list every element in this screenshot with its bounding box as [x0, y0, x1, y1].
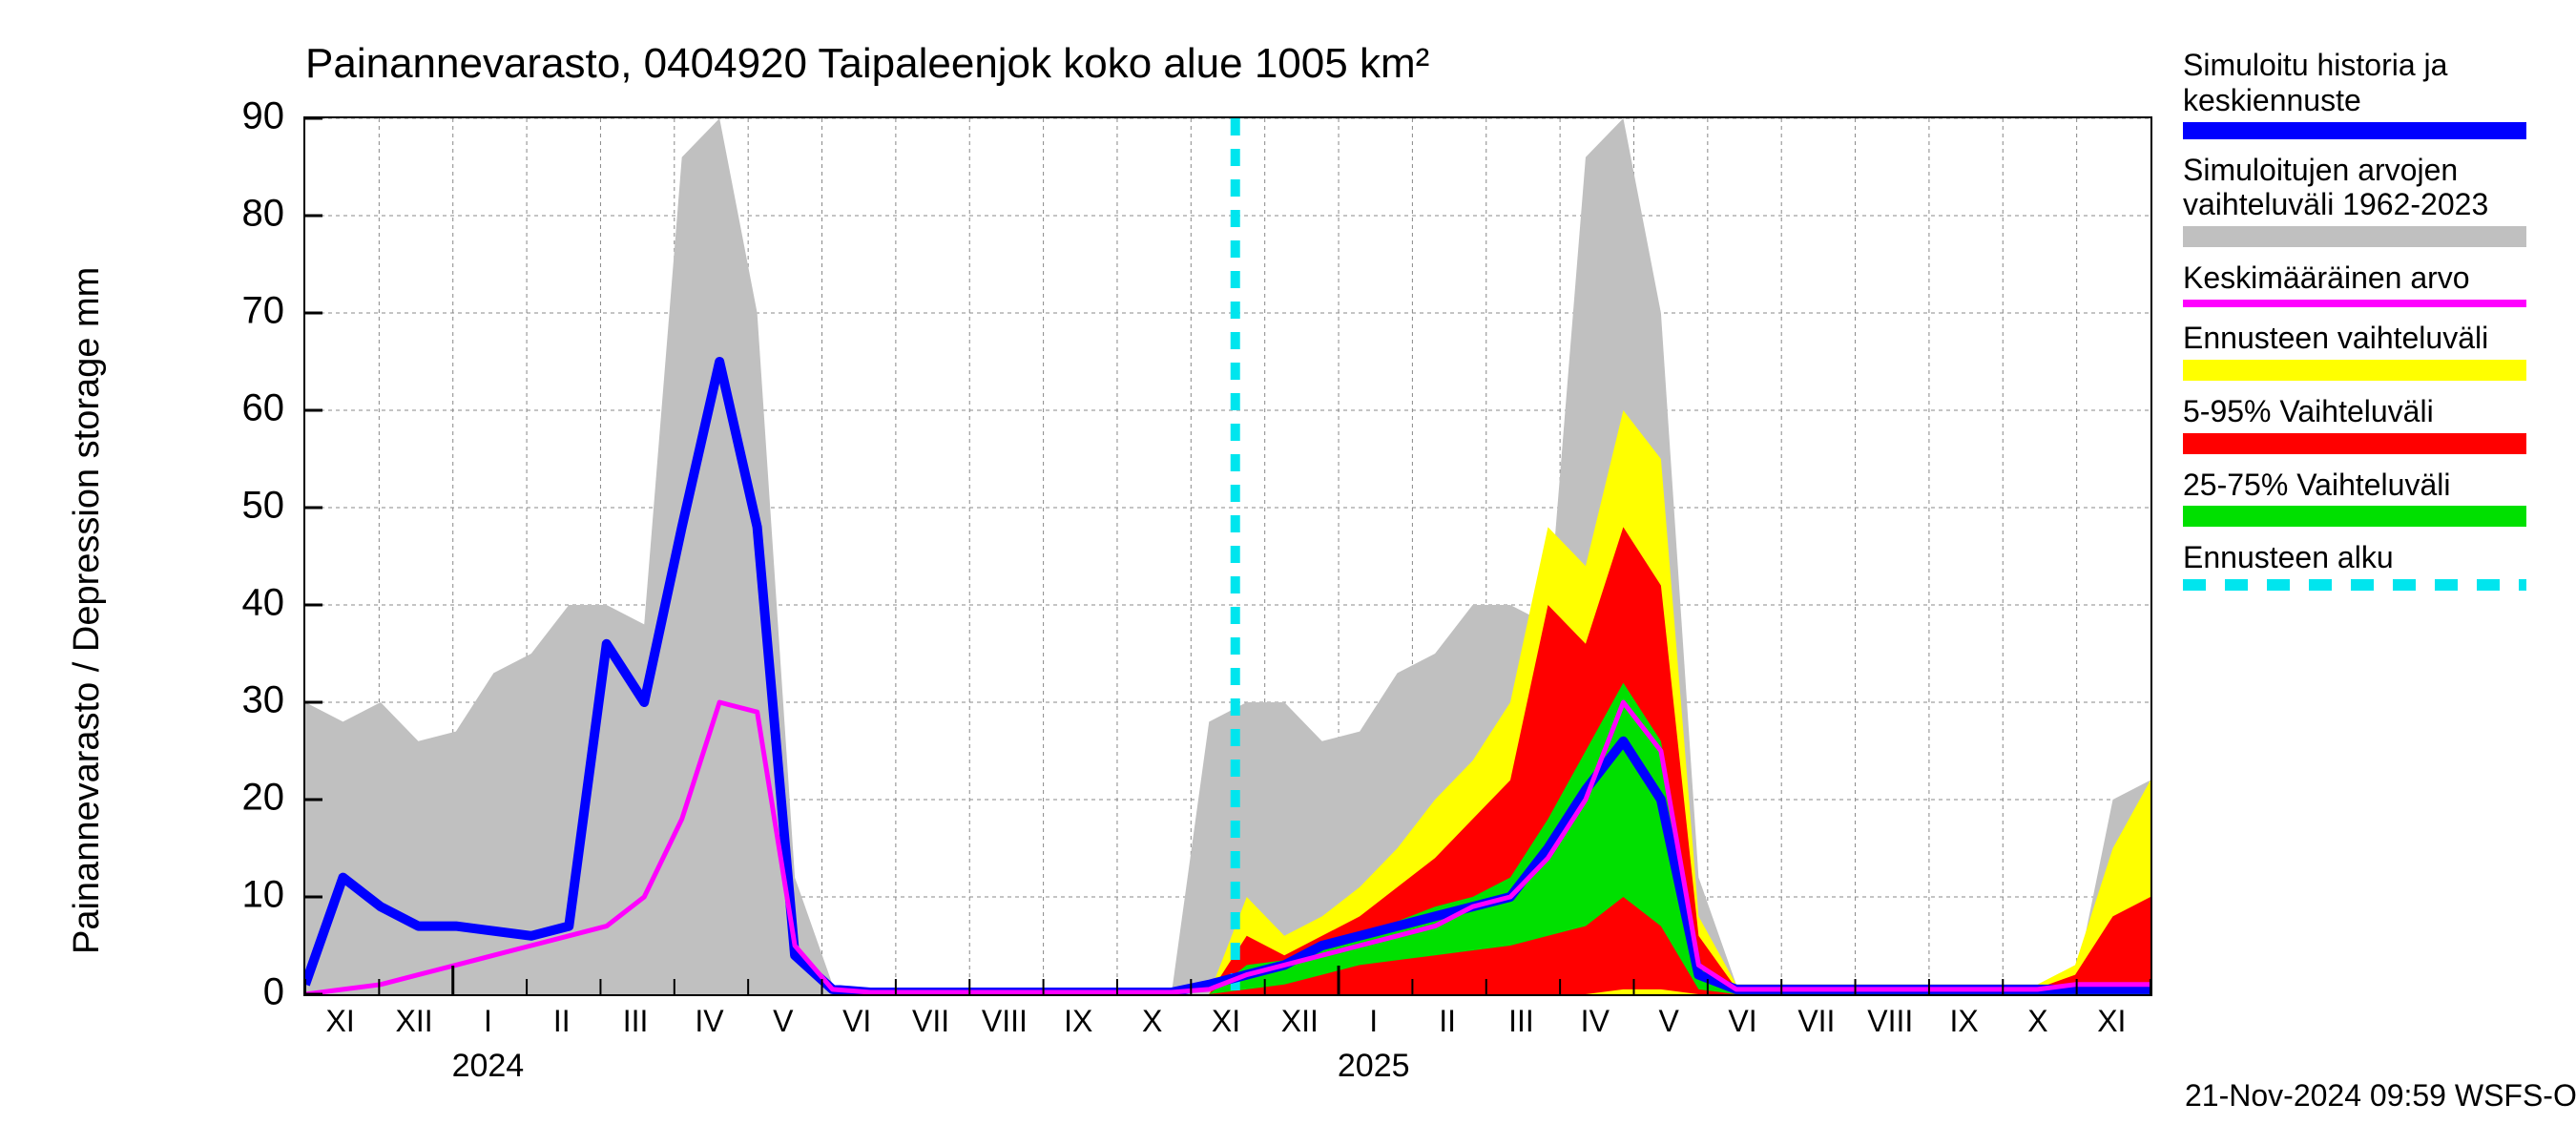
x-tick-label: XI	[2097, 1004, 2126, 1039]
legend-entry: Ennusteen alku	[2183, 540, 2526, 591]
legend-entry: Simuloitu historia jakeskiennuste	[2183, 48, 2526, 139]
x-tick-label: XI	[1212, 1004, 1240, 1039]
x-tick-label: VI	[842, 1004, 871, 1039]
x-tick-label: XI	[326, 1004, 355, 1039]
x-tick-label: IV	[695, 1004, 723, 1039]
x-tick-label: II	[553, 1004, 571, 1039]
x-year-label: 2024	[452, 1048, 525, 1085]
x-year-label: 2025	[1338, 1048, 1410, 1085]
legend-entry: Simuloitujen arvojenvaihteluväli 1962-20…	[2183, 153, 2526, 248]
legend-swatch	[2183, 360, 2526, 381]
chart-root: Painannevarasto / Depression storage mm …	[0, 0, 2576, 1145]
x-tick-label: XII	[1281, 1004, 1319, 1039]
y-tick-label: 70	[208, 290, 284, 333]
x-tick-label: X	[2027, 1004, 2047, 1039]
legend-label: keskiennuste	[2183, 83, 2526, 118]
y-tick-label: 10	[208, 874, 284, 917]
x-tick-label: V	[773, 1004, 793, 1039]
legend-label: Ennusteen vaihteluväli	[2183, 321, 2526, 356]
y-tick-label: 20	[208, 777, 284, 820]
legend-label: Simuloitu historia ja	[2183, 48, 2526, 83]
legend-entry: 25-75% Vaihteluväli	[2183, 468, 2526, 528]
legend-label: 25-75% Vaihteluväli	[2183, 468, 2526, 503]
y-axis-label: Painannevarasto / Depression storage mm	[67, 267, 108, 954]
plot-area	[303, 116, 2152, 996]
x-tick-label: I	[484, 1004, 492, 1039]
x-tick-label: II	[1439, 1004, 1456, 1039]
legend-swatch	[2183, 226, 2526, 247]
x-tick-label: IX	[1949, 1004, 1978, 1039]
legend-swatch	[2183, 122, 2526, 139]
legend-swatch	[2183, 300, 2526, 307]
legend: Simuloitu historia jakeskiennusteSimuloi…	[2183, 48, 2526, 604]
footer-timestamp: 21-Nov-2024 09:59 WSFS-O	[2185, 1078, 2576, 1114]
chart-title: Painannevarasto, 0404920 Taipaleenjok ko…	[305, 40, 1429, 88]
x-tick-label: III	[623, 1004, 649, 1039]
x-tick-label: VII	[912, 1004, 949, 1039]
legend-swatch	[2183, 506, 2526, 527]
y-tick-label: 60	[208, 387, 284, 430]
y-tick-label: 50	[208, 485, 284, 528]
x-tick-label: VIII	[982, 1004, 1028, 1039]
legend-entry: Keskimääräinen arvo	[2183, 260, 2526, 307]
x-tick-label: VIII	[1867, 1004, 1913, 1039]
legend-label: 5-95% Vaihteluväli	[2183, 394, 2526, 429]
legend-label: Simuloitujen arvojen	[2183, 153, 2526, 188]
x-tick-label: X	[1142, 1004, 1162, 1039]
x-tick-label: III	[1508, 1004, 1534, 1039]
x-tick-label: VI	[1728, 1004, 1756, 1039]
legend-entry: 5-95% Vaihteluväli	[2183, 394, 2526, 454]
legend-swatch	[2183, 579, 2526, 591]
x-tick-label: V	[1658, 1004, 1678, 1039]
legend-swatch	[2183, 433, 2526, 454]
legend-entry: Ennusteen vaihteluväli	[2183, 321, 2526, 381]
y-tick-label: 80	[208, 193, 284, 236]
legend-label: vaihteluväli 1962-2023	[2183, 187, 2526, 222]
y-tick-label: 40	[208, 582, 284, 625]
legend-label: Ennusteen alku	[2183, 540, 2526, 575]
legend-label: Keskimääräinen arvo	[2183, 260, 2526, 296]
x-tick-label: IX	[1064, 1004, 1092, 1039]
y-tick-label: 0	[208, 971, 284, 1014]
x-tick-label: IV	[1581, 1004, 1610, 1039]
x-tick-label: XII	[395, 1004, 432, 1039]
x-tick-label: I	[1369, 1004, 1378, 1039]
y-tick-label: 30	[208, 679, 284, 722]
x-tick-label: VII	[1797, 1004, 1835, 1039]
y-tick-label: 90	[208, 95, 284, 138]
